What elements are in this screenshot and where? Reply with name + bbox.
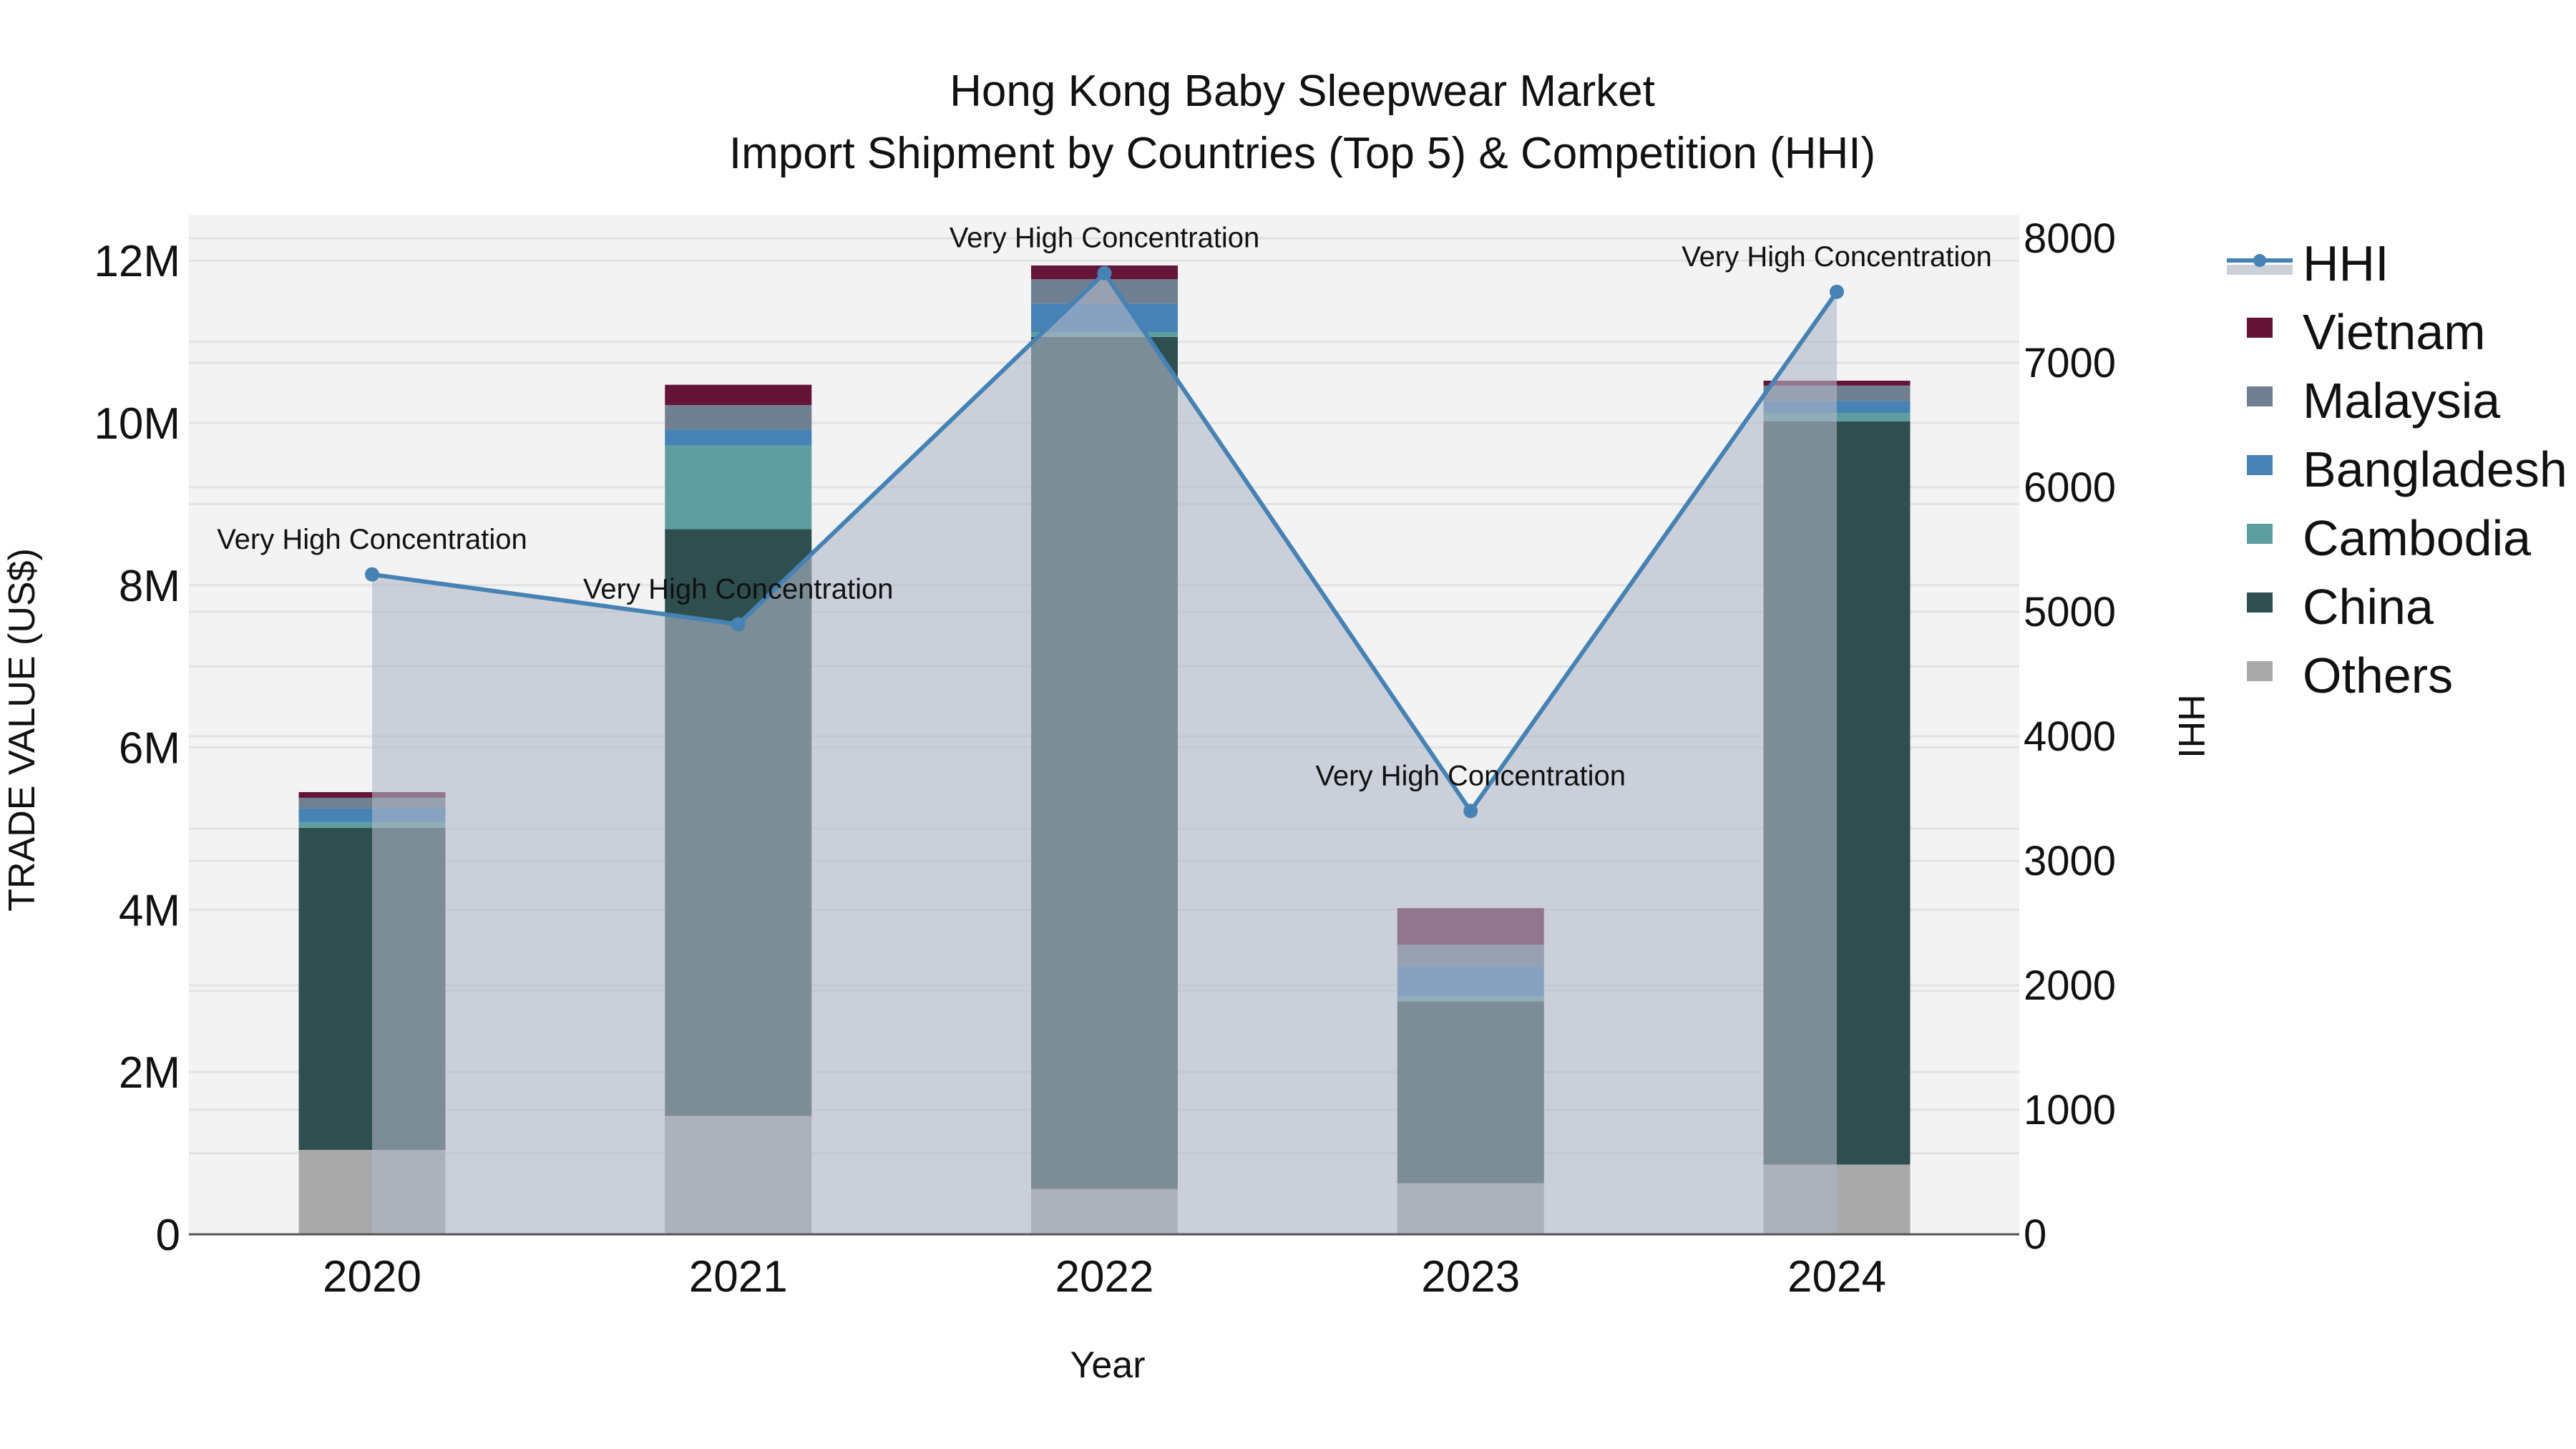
bar-segment-bangladesh bbox=[665, 429, 812, 446]
y-right-tick: 3000 bbox=[2024, 838, 2116, 884]
x-tick-2020: 2020 bbox=[323, 1252, 421, 1302]
bar-segment-malaysia bbox=[665, 405, 812, 430]
legend-label: HHI bbox=[2303, 235, 2389, 291]
y-left-tick: 6M bbox=[119, 724, 180, 774]
bar-segment-vietnam bbox=[665, 384, 812, 406]
hhi-marker-2023 bbox=[1463, 804, 1478, 819]
legend-item-china[interactable]: China bbox=[2247, 579, 2434, 635]
legend-item-bangladesh[interactable]: Bangladesh bbox=[2247, 441, 2567, 497]
hhi-area bbox=[372, 273, 1837, 1235]
hhi-area-fill bbox=[372, 273, 1837, 1235]
legend-swatch-icon bbox=[2247, 524, 2273, 544]
y-right-tick: 4000 bbox=[2024, 713, 2116, 760]
y-axis-left-title: TRADE VALUE (US$) bbox=[1, 548, 43, 912]
y-right-tick: 0 bbox=[2024, 1211, 2046, 1258]
legend-item-malaysia[interactable]: Malaysia bbox=[2247, 373, 2500, 429]
y-right-tick: 5000 bbox=[2024, 589, 2116, 635]
y-right-tick: 8000 bbox=[2024, 215, 2116, 262]
x-tick-2024: 2024 bbox=[1787, 1252, 1886, 1302]
legend-label: Bangladesh bbox=[2303, 441, 2567, 497]
chart-title: Hong Kong Baby Sleepwear Market Import S… bbox=[729, 67, 1875, 178]
title-line-1: Hong Kong Baby Sleepwear Market bbox=[950, 67, 1655, 116]
annotation-2023: Very High Concentration bbox=[1315, 760, 1626, 791]
y-left-tick: 8M bbox=[119, 562, 180, 611]
y-axis-right-ticks: 0 1000 2000 3000 4000 5000 6000 7000 8000 bbox=[2024, 215, 2116, 1258]
legend-label: Cambodia bbox=[2303, 510, 2531, 566]
y-right-tick: 6000 bbox=[2024, 464, 2116, 511]
legend-label: Vietnam bbox=[2303, 304, 2486, 360]
legend: HHI Vietnam Malaysia Bangladesh Cambodia Chin… bbox=[2227, 235, 2567, 703]
annotation-2021: Very High Concentration bbox=[583, 573, 894, 605]
y-left-tick: 4M bbox=[119, 886, 180, 935]
x-tick-2021: 2021 bbox=[689, 1252, 788, 1302]
x-tick-2022: 2022 bbox=[1055, 1252, 1154, 1302]
hhi-line-series bbox=[365, 265, 1844, 819]
annotation-2022: Very High Concentration bbox=[950, 223, 1260, 254]
legend-swatch-icon bbox=[2247, 318, 2273, 338]
legend-swatch-icon bbox=[2247, 661, 2273, 681]
y-left-tick: 10M bbox=[94, 399, 180, 449]
hhi-marker-2020 bbox=[365, 567, 379, 582]
y-axis-left-ticks: 0 2M 4M 6M 8M 10M 12M bbox=[94, 237, 180, 1260]
legend-area-swatch bbox=[2227, 265, 2293, 275]
legend-swatch-icon bbox=[2247, 386, 2273, 406]
legend-item-others[interactable]: Others bbox=[2247, 648, 2453, 703]
legend-label: China bbox=[2303, 579, 2434, 635]
legend-swatch-icon bbox=[2247, 592, 2273, 613]
y-axis-right-title: HHI bbox=[2170, 694, 2212, 758]
hhi-marker-2022 bbox=[1097, 265, 1112, 280]
legend-label: Malaysia bbox=[2303, 373, 2500, 429]
legend-swatch-icon bbox=[2247, 455, 2273, 475]
y-right-tick: 1000 bbox=[2024, 1087, 2116, 1133]
legend-item-cambodia[interactable]: Cambodia bbox=[2247, 510, 2531, 566]
y-left-tick: 12M bbox=[94, 237, 180, 286]
hhi-annotations: Very High Concentration Very High Concent… bbox=[217, 223, 1992, 792]
legend-item-hhi[interactable]: HHI bbox=[2227, 235, 2389, 291]
bar-segment-cambodia bbox=[665, 445, 812, 530]
hhi-marker-2021 bbox=[731, 617, 746, 632]
y-right-tick: 2000 bbox=[2024, 962, 2116, 1009]
hhi-marker-2024 bbox=[1830, 284, 1844, 299]
y-left-tick: 2M bbox=[119, 1048, 180, 1098]
legend-marker-icon bbox=[2253, 254, 2266, 267]
x-tick-2023: 2023 bbox=[1421, 1252, 1520, 1302]
x-axis-ticks: 2020 2021 2022 2023 2024 bbox=[323, 1252, 1886, 1302]
y-right-tick: 7000 bbox=[2024, 340, 2116, 386]
legend-item-vietnam[interactable]: Vietnam bbox=[2247, 304, 2486, 360]
x-axis-title: Year bbox=[1070, 1345, 1145, 1386]
title-line-2: Import Shipment by Countries (Top 5) & C… bbox=[729, 129, 1875, 178]
y-left-tick: 0 bbox=[156, 1211, 180, 1260]
legend-label: Others bbox=[2303, 648, 2453, 703]
annotation-2020: Very High Concentration bbox=[217, 524, 527, 555]
annotation-2024: Very High Concentration bbox=[1682, 241, 1992, 273]
